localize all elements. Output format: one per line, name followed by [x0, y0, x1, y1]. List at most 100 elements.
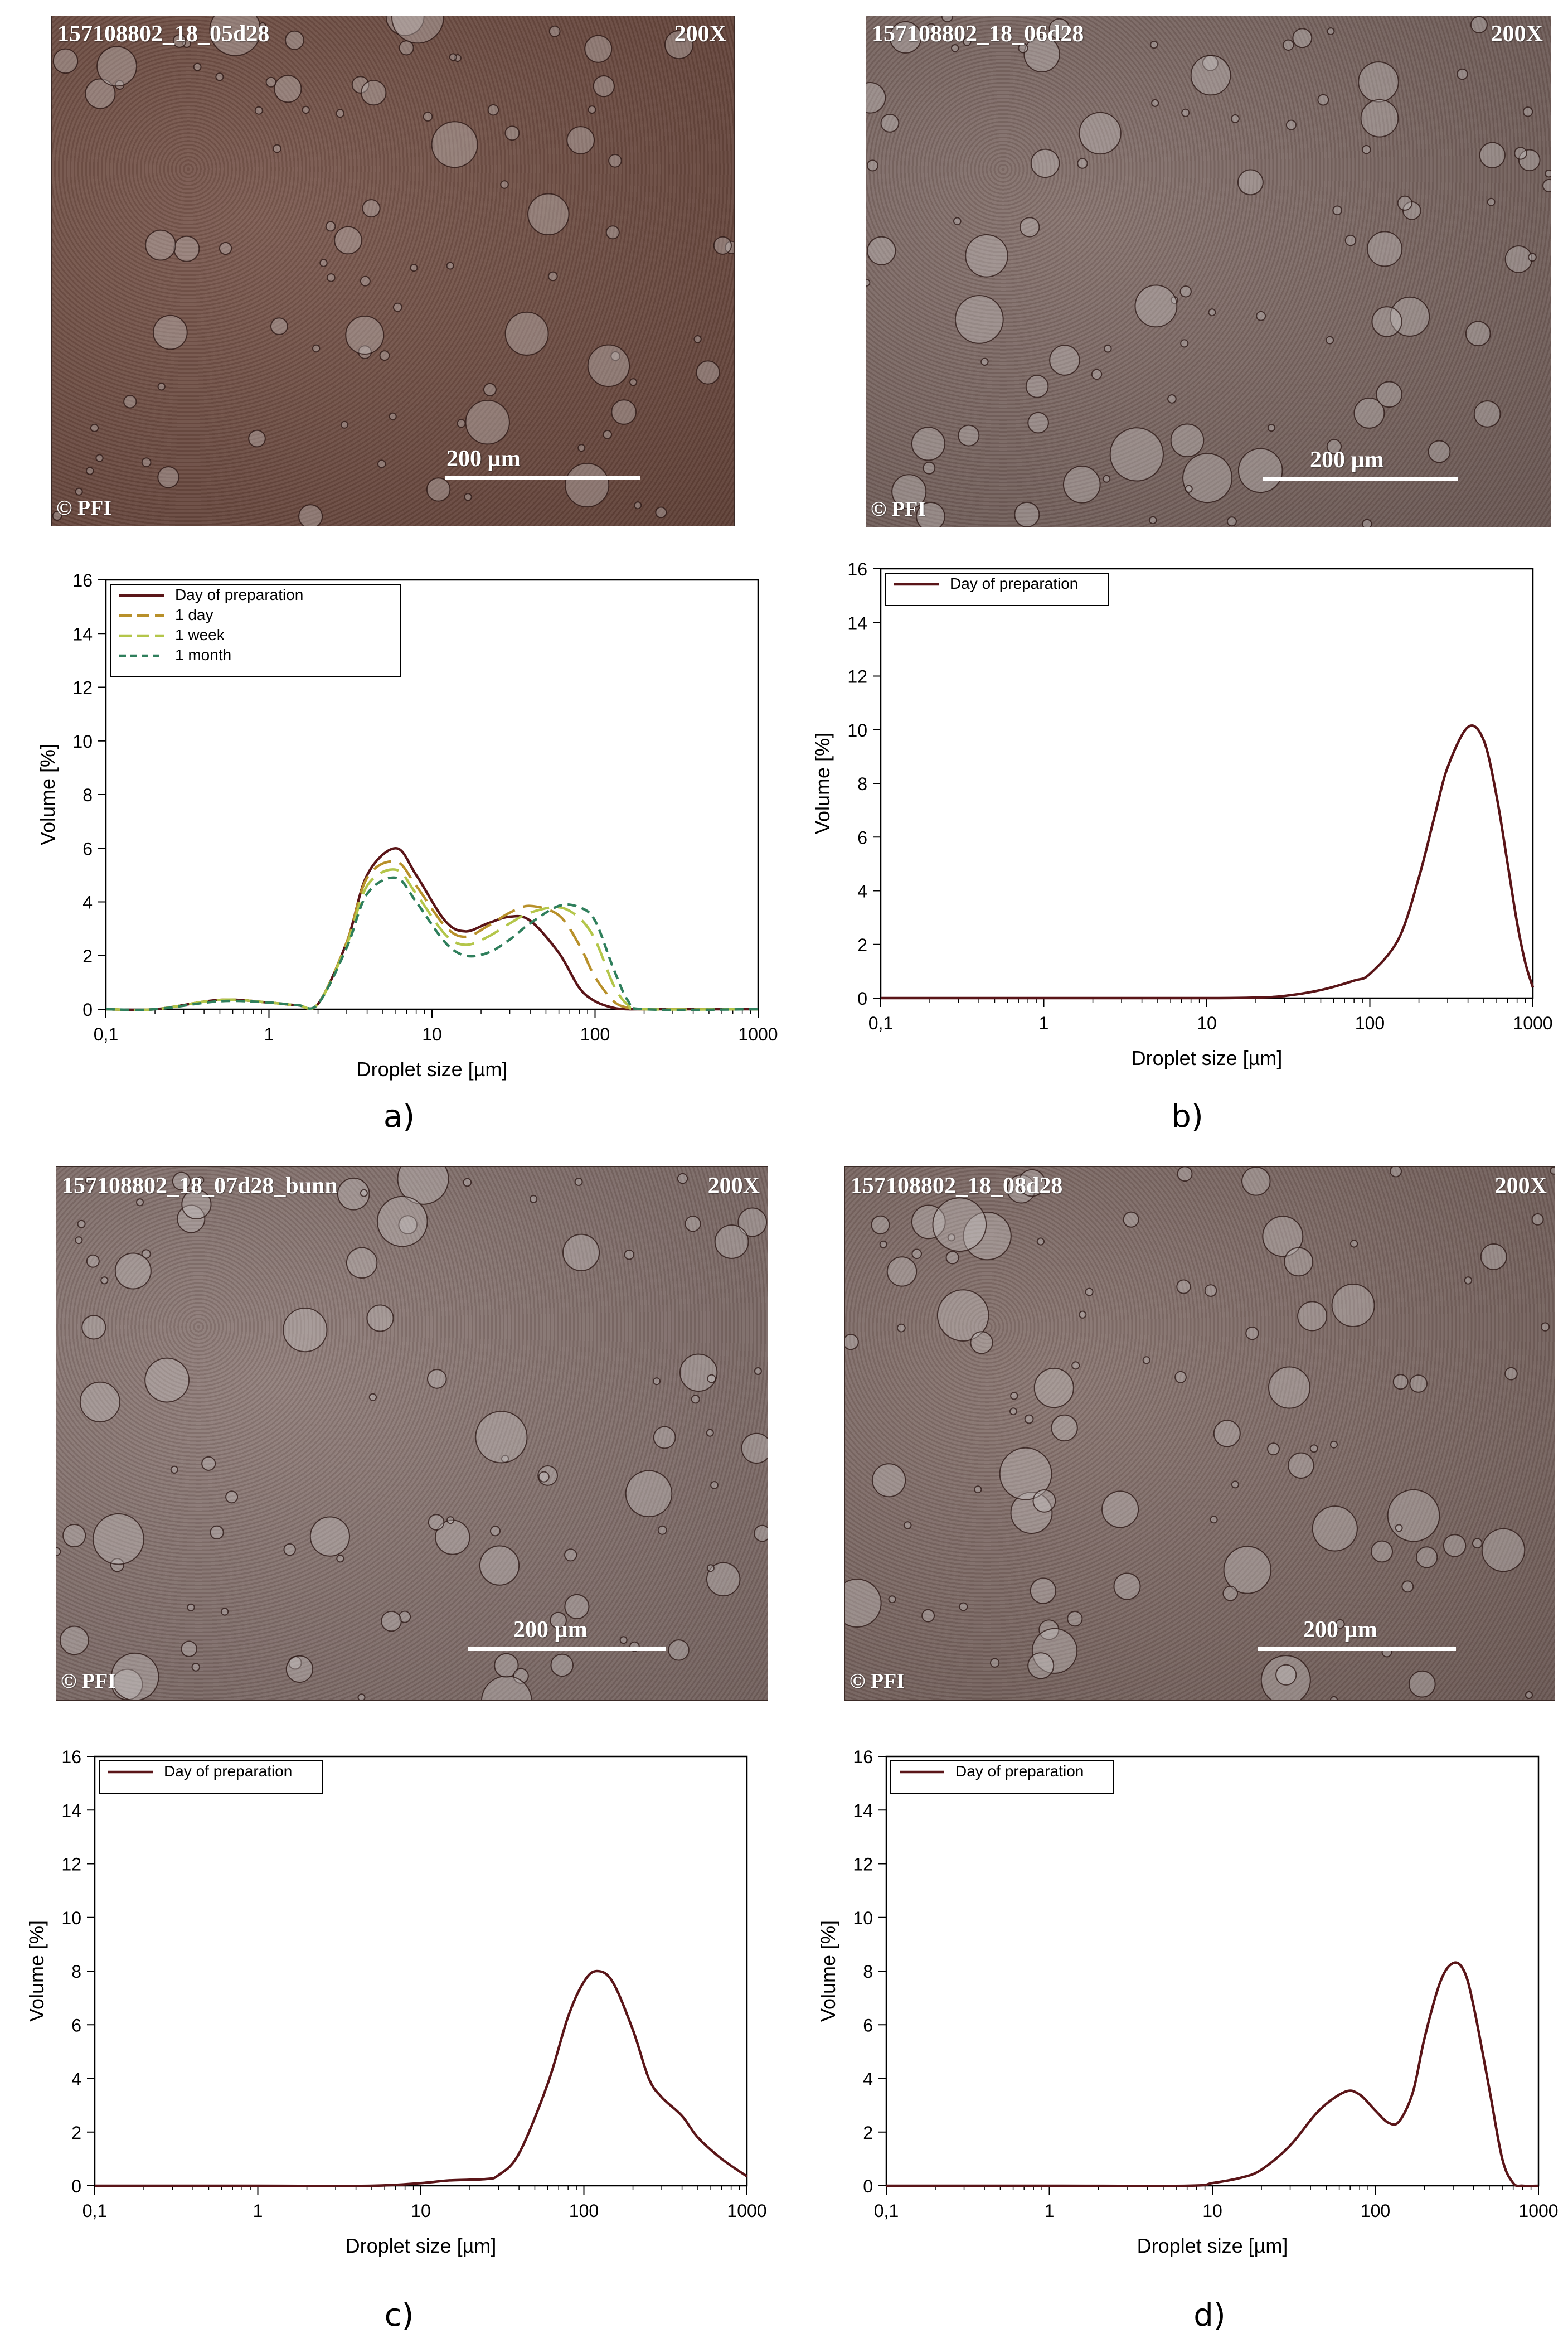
droplet: [974, 1485, 982, 1494]
droplet: [603, 430, 613, 439]
x-tick-label: 1000: [1518, 2201, 1558, 2221]
droplet: [1213, 1420, 1241, 1447]
droplet: [172, 34, 187, 48]
droplet: [504, 311, 549, 356]
droplet: [564, 1594, 590, 1619]
micrograph-texture: [52, 16, 734, 526]
droplet: [845, 1334, 859, 1350]
droplet: [93, 1513, 144, 1565]
droplet: [1174, 1371, 1187, 1383]
droplet: [587, 344, 630, 387]
droplets: [866, 16, 1551, 527]
droplet: [1260, 1655, 1311, 1700]
droplet: [866, 159, 878, 172]
droplet: [1326, 336, 1334, 345]
droplet: [677, 1173, 688, 1184]
droplet: [1531, 1213, 1544, 1226]
droplet: [219, 241, 232, 255]
droplet: [888, 1595, 896, 1604]
droplet: [1292, 28, 1313, 49]
scale-label: 200 µm: [446, 446, 521, 472]
micrograph-background: [866, 16, 1551, 527]
droplet: [187, 1603, 195, 1611]
droplet: [1018, 1169, 1046, 1197]
droplet: [911, 1248, 922, 1260]
droplet: [254, 106, 263, 115]
droplet: [537, 1465, 558, 1486]
droplet: [916, 502, 945, 527]
droplet: [1067, 1611, 1083, 1627]
droplet: [593, 75, 615, 98]
droplet: [548, 25, 561, 37]
droplet: [1545, 170, 1551, 178]
droplet: [1268, 1366, 1310, 1409]
droplet: [1362, 519, 1372, 527]
droplet: [959, 1602, 968, 1611]
droplet: [577, 444, 586, 452]
droplet: [1312, 1505, 1358, 1552]
panel-label-d: d): [1193, 2297, 1226, 2334]
droplet: [1071, 1361, 1080, 1370]
x-tick-label: 100: [1361, 2201, 1390, 2221]
droplet: [565, 463, 610, 507]
droplet: [1177, 1167, 1193, 1182]
droplet: [754, 1367, 762, 1375]
droplet: [358, 345, 372, 359]
droplet: [1077, 158, 1088, 169]
y-tick-label: 6: [863, 2015, 873, 2035]
droplet: [181, 1640, 197, 1657]
droplet: [1416, 1546, 1438, 1568]
x-axis-label: Droplet size [µm]: [357, 1058, 508, 1081]
droplet: [52, 48, 79, 74]
micrograph-texture: [866, 16, 1551, 527]
droplet: [664, 30, 694, 60]
panel-label-c: c): [384, 2297, 414, 2334]
y-tick-label: 10: [853, 1908, 873, 1928]
droplet: [1542, 178, 1551, 192]
droplet: [285, 1655, 313, 1683]
droplet: [1387, 1489, 1440, 1542]
y-tick-label: 12: [853, 1855, 873, 1875]
droplet: [312, 344, 321, 353]
droplet: [463, 1178, 472, 1187]
droplet: [1401, 1580, 1414, 1593]
droplet: [936, 1289, 989, 1342]
droplet: [693, 335, 702, 343]
droplet: [360, 275, 371, 287]
droplet: [114, 1252, 152, 1290]
droplet: [1487, 197, 1496, 206]
droplet: [75, 487, 83, 496]
droplet: [75, 1236, 83, 1245]
droplet: [309, 1516, 350, 1557]
droplet: [1409, 1670, 1436, 1698]
droplet: [1180, 339, 1189, 348]
legend-entry: 1 week: [175, 626, 225, 643]
droplet: [1443, 1534, 1467, 1557]
droplet: [1350, 1240, 1358, 1248]
droplet: [270, 317, 288, 336]
droplet: [360, 1189, 368, 1197]
x-tick-label: 0,1: [874, 2201, 899, 2221]
droplet: [480, 1675, 532, 1700]
plot-frame: [880, 568, 1534, 999]
droplet: [668, 1639, 690, 1661]
droplet: [564, 1548, 577, 1562]
droplet: [932, 1197, 987, 1252]
droplet: [657, 1525, 667, 1535]
y-tick-label: 2: [857, 935, 867, 955]
droplet: [1522, 106, 1533, 117]
droplet: [886, 1256, 918, 1287]
scale-bar: [445, 476, 640, 480]
y-tick-label: 4: [71, 2069, 81, 2089]
y-tick-label: 8: [82, 785, 93, 805]
droplet: [144, 1357, 190, 1403]
droplet: [1317, 94, 1329, 106]
droplet: [634, 501, 642, 510]
droplet: [714, 1224, 749, 1259]
series-line: [105, 847, 758, 1011]
droplet: [446, 1516, 455, 1524]
droplet: [77, 1219, 86, 1228]
magnification: 200X: [674, 21, 726, 47]
y-axis-label: Volume [%]: [25, 1920, 48, 2022]
x-tick-label: 0,1: [868, 1013, 893, 1033]
